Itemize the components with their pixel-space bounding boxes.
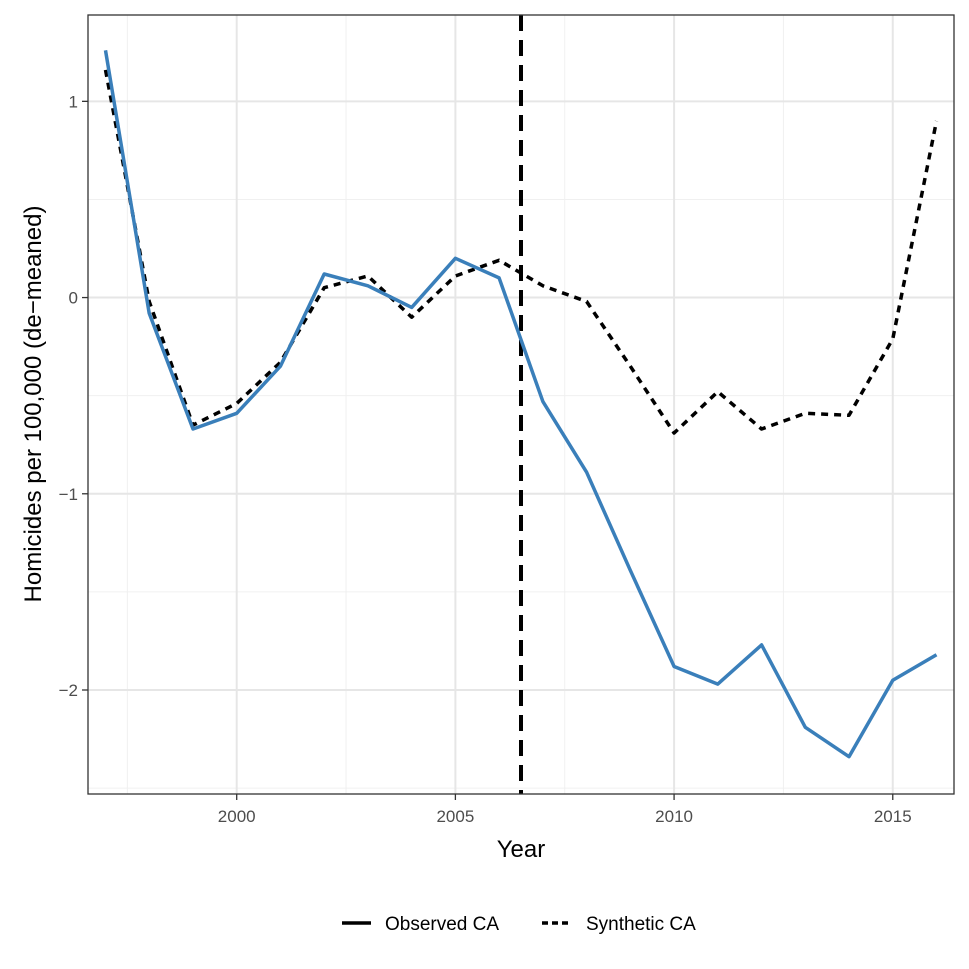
x-tick-label: 2000 [218, 807, 256, 826]
y-tick-label: −2 [59, 681, 78, 700]
x-axis-title: Year [497, 836, 546, 863]
series-layer [103, 50, 939, 759]
y-tick-label: 0 [69, 289, 78, 308]
synthetic-ca-line [103, 69, 939, 435]
y-axis-title: Homicides per 100,000 (de−meaned) [20, 206, 47, 603]
x-tick-label: 2015 [874, 807, 912, 826]
x-axis: 2000 2005 2010 2015 [218, 794, 912, 826]
legend-label-observed: Observed CA [385, 914, 499, 935]
x-tick-label: 2005 [436, 807, 474, 826]
y-tick-label: 1 [69, 92, 78, 111]
panel-border [87, 14, 955, 795]
legend: Observed CA Synthetic CA [342, 914, 696, 935]
y-axis: 1 0 −1 −2 [59, 92, 88, 700]
y-tick-label: −1 [59, 485, 78, 504]
x-tick-label: 2010 [655, 807, 693, 826]
legend-label-synthetic: Synthetic CA [586, 914, 696, 935]
observed-ca-line [103, 50, 938, 759]
